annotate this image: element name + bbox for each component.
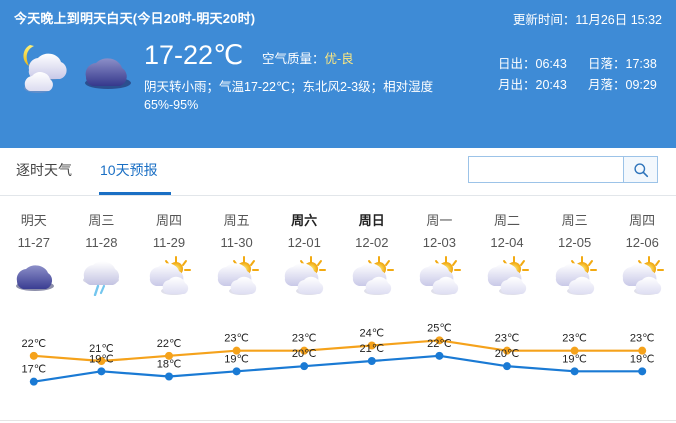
day-name: 明天 (20, 213, 47, 228)
forecast-day-column[interactable]: 周六 12-01 (270, 196, 338, 423)
day-weather-icon (415, 256, 463, 296)
day-name: 周二 (493, 213, 520, 228)
header-period-title: 今天晚上到明天白天(今日20时-明天20时) (14, 11, 256, 26)
forecast-day-column[interactable]: 周四 11-29 (135, 196, 203, 423)
moonrise-time: 月出：20:43 (498, 78, 567, 92)
header-weather-icons (16, 42, 136, 98)
day-date: 11-28 (85, 235, 118, 250)
air-quality-label: 空气质量： (262, 52, 325, 66)
air-quality-value: 优-良 (324, 52, 354, 66)
sun-behind-cloud-icon (217, 256, 259, 295)
day-date: 12-02 (355, 235, 389, 250)
tab-hourly-weather[interactable]: 逐时天气 (16, 162, 72, 178)
day-weather-icon (145, 256, 193, 296)
weather-header: 今天晚上到明天白天(今日20时-明天20时) 更新时间：11月26日 15:32 (0, 0, 676, 148)
search-icon (633, 162, 648, 177)
forecast-day-column[interactable]: 周五 11-30 (203, 196, 271, 423)
day-name: 周一 (426, 213, 453, 228)
sun-behind-cloud-icon (284, 256, 327, 295)
forecast-day-column[interactable]: 周三 12-05 (541, 196, 609, 423)
day-date: 12-04 (490, 235, 524, 250)
weather-description: 阴天转小雨；气温17-22℃；东北风2-3级；相对湿度65%-95% (144, 80, 434, 112)
day-date: 11-27 (17, 235, 50, 250)
day-weather-icon (280, 256, 328, 296)
day-name: 周四 (155, 213, 182, 228)
sun-behind-cloud-icon (487, 256, 529, 295)
day-weather-icon (348, 256, 396, 296)
update-time: 更新时间：11月26日 15:32 (512, 13, 662, 27)
sun-behind-cloud-icon (420, 256, 462, 295)
day-name: 周日 (358, 213, 385, 228)
day-name: 周三 (88, 213, 115, 228)
day-weather-icon (618, 256, 666, 296)
day-name: 周四 (629, 213, 656, 228)
tab-ten-day-forecast[interactable]: 10天预报 (100, 162, 158, 178)
forecast-day-column[interactable]: 周日 12-02 (338, 196, 406, 423)
forecast-day-column[interactable]: 明天 11-27 (0, 196, 68, 423)
current-temperature: 17-22℃ (144, 40, 244, 70)
day-date: 11-29 (152, 235, 186, 250)
sun-behind-cloud-icon (149, 256, 191, 295)
bottom-divider (0, 420, 676, 421)
sun-behind-cloud-icon (352, 256, 394, 295)
day-weather-icon (551, 256, 599, 296)
active-tab-underline (99, 192, 171, 195)
sunrise-time: 日出：06:43 (498, 57, 567, 71)
day-weather-icon (213, 256, 261, 296)
moon-behind-cloud-icon (23, 45, 67, 93)
search-box (468, 156, 658, 185)
forecast-columns: 明天 11-27 周三 11-28 周四 11-29 周五 11-30 周六 12-01 周日 12-… (0, 196, 676, 423)
sun-behind-cloud-icon (622, 256, 665, 295)
forecast-day-column[interactable]: 周三 11-28 (68, 196, 136, 423)
sun-behind-cloud-icon (555, 256, 597, 295)
cloud-rain-icon (83, 261, 120, 297)
tab-bar: 逐时天气 10天预报 (0, 148, 676, 196)
day-date: 11-30 (220, 235, 253, 250)
day-date: 12-06 (625, 235, 659, 250)
day-name: 周三 (561, 213, 588, 228)
forecast-day-column[interactable]: 周二 12-04 (473, 196, 541, 423)
day-weather-icon (10, 256, 58, 296)
dark-cloud-icon (15, 265, 54, 291)
astronomy-info: 日出：06:43 日落：17:38 月出：20:43 月落：09:29 (498, 54, 657, 96)
search-button[interactable] (623, 156, 658, 183)
day-weather-icon (483, 256, 531, 296)
day-date: 12-03 (422, 235, 457, 250)
sunset-time: 日落：17:38 (588, 57, 657, 71)
forecast-day-column[interactable]: 周四 12-06 (608, 196, 676, 423)
search-input[interactable] (468, 156, 623, 183)
forecast-day-column[interactable]: 周一 12-03 (406, 196, 474, 423)
day-weather-icon (77, 256, 125, 297)
air-quality: 空气质量：优-良 (262, 48, 354, 67)
dark-cloud-icon (85, 58, 131, 89)
day-name: 周五 (223, 213, 250, 228)
day-date: 12-01 (287, 235, 321, 250)
day-name: 周六 (291, 213, 318, 228)
day-date: 12-05 (557, 235, 592, 250)
moonset-time: 月落：09:29 (588, 78, 657, 92)
